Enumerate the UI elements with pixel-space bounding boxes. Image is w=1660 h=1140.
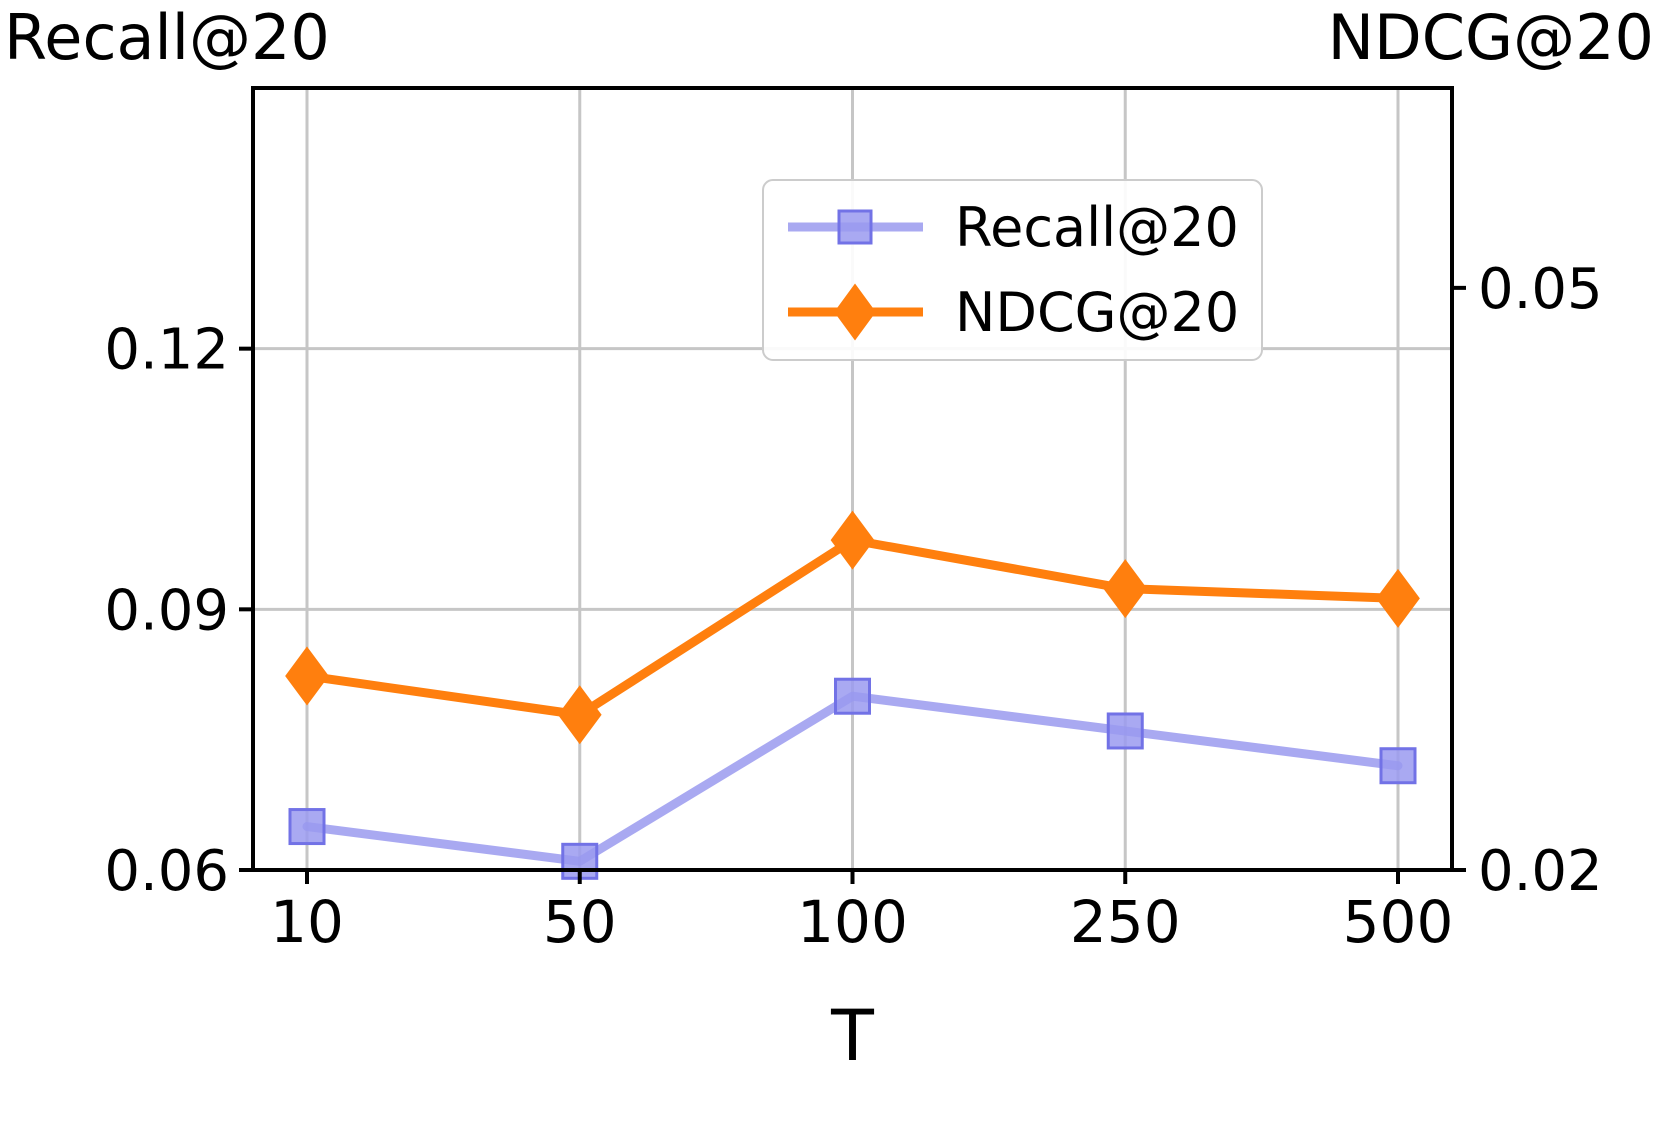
marker-diamond bbox=[1103, 559, 1148, 619]
left-tick-label: 0.06 bbox=[104, 839, 229, 904]
marker-diamond bbox=[285, 646, 329, 706]
marker-square bbox=[288, 808, 326, 846]
legend-label: NDCG@20 bbox=[955, 281, 1239, 344]
x-tick-label: 10 bbox=[270, 888, 344, 956]
marker-diamond bbox=[834, 283, 876, 341]
marker-square bbox=[1106, 712, 1144, 750]
marker-diamond bbox=[557, 685, 602, 745]
x-tick-label: 50 bbox=[543, 888, 617, 956]
legend: Recall@20 NDCG@20 bbox=[762, 179, 1263, 361]
legend-label: Recall@20 bbox=[955, 196, 1239, 259]
series-recall-20 bbox=[288, 677, 1417, 880]
x-tick-label: 500 bbox=[1343, 888, 1454, 956]
right-tick-label: 0.02 bbox=[1478, 839, 1603, 904]
left-axis-title: Recall@20 bbox=[4, 1, 330, 74]
marker-square bbox=[1379, 747, 1417, 785]
x-axis-label: T bbox=[830, 995, 874, 1077]
right-axis-title: NDCG@20 bbox=[1327, 1, 1654, 74]
marker-diamond bbox=[1376, 568, 1420, 628]
right-tick-label: 0.05 bbox=[1478, 257, 1603, 322]
x-tick-label: 250 bbox=[1070, 888, 1181, 956]
left-tick-label: 0.12 bbox=[104, 318, 229, 383]
series-ndcg-20 bbox=[285, 510, 1420, 745]
marker-square bbox=[834, 677, 871, 715]
marker-square bbox=[837, 209, 873, 245]
x-tick-label: 100 bbox=[797, 888, 908, 956]
left-tick-label: 0.09 bbox=[104, 578, 229, 643]
marker-diamond bbox=[830, 510, 875, 570]
